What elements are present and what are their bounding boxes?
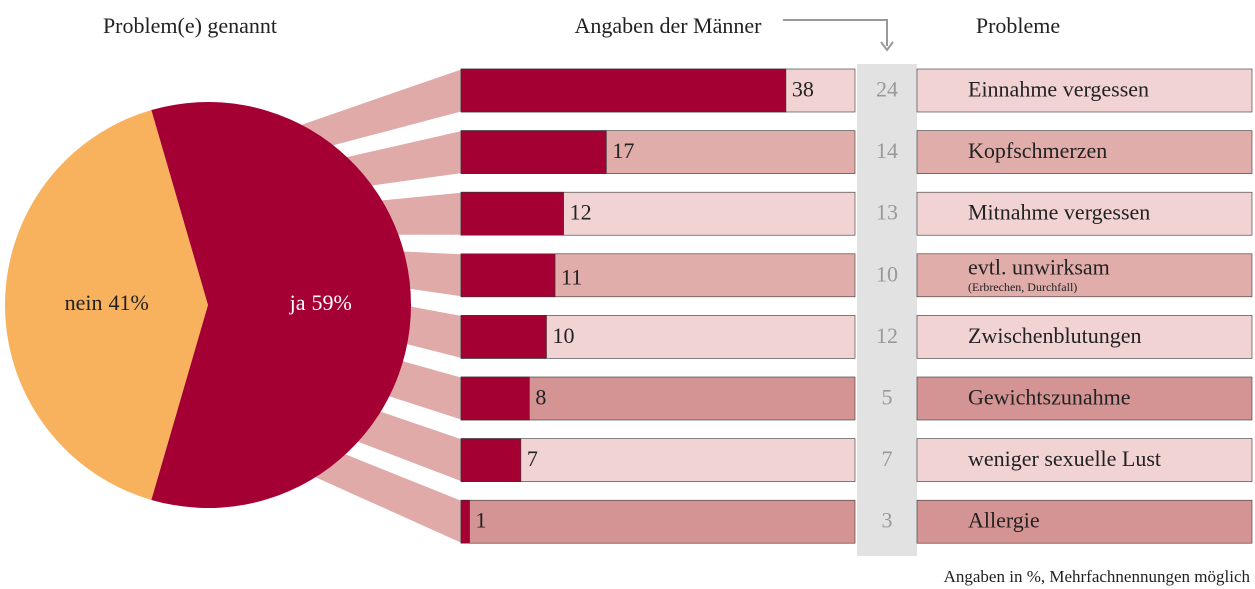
label-bg bbox=[916, 68, 1253, 113]
category-label: weniger sexuelle Lust bbox=[968, 446, 1161, 471]
pie-category: nein bbox=[65, 290, 103, 315]
label-bg bbox=[916, 130, 1253, 174]
men-value: 14 bbox=[876, 138, 898, 163]
category-label: Allergie bbox=[968, 508, 1040, 533]
pie-slice bbox=[151, 102, 411, 508]
value-label: 17 bbox=[612, 138, 634, 163]
label-bg bbox=[916, 191, 1253, 236]
men-value: 7 bbox=[882, 446, 893, 471]
label-bg bbox=[916, 315, 1253, 359]
bar bbox=[460, 499, 470, 544]
pie-category: ja bbox=[289, 290, 306, 315]
value-label: 38 bbox=[792, 77, 814, 102]
men-column bbox=[857, 64, 917, 556]
category-label: Kopfschmerzen bbox=[968, 138, 1107, 163]
label-bg bbox=[916, 438, 1253, 482]
category-label: Mitnahme vergessen bbox=[968, 200, 1150, 225]
arrow bbox=[783, 19, 888, 46]
men-value: 5 bbox=[882, 385, 893, 410]
bar bbox=[460, 253, 556, 298]
category-label: Einnahme vergessen bbox=[968, 77, 1149, 102]
bar bbox=[460, 376, 530, 421]
men-value: 10 bbox=[876, 261, 898, 286]
bar bbox=[460, 191, 564, 236]
category-note: (Erbrechen, Durchfall) bbox=[968, 280, 1077, 294]
pie: nein 41% ja 59% bbox=[5, 102, 411, 508]
value-label: 11 bbox=[561, 264, 582, 289]
men-value: 24 bbox=[876, 77, 898, 102]
value-label: 10 bbox=[553, 323, 575, 348]
value-label: 8 bbox=[535, 385, 546, 410]
men-value: 3 bbox=[882, 508, 893, 533]
men-value: 13 bbox=[876, 200, 898, 225]
series-title: Angaben der Männer bbox=[575, 13, 763, 38]
label-bg bbox=[916, 499, 1253, 544]
arrow-head bbox=[880, 41, 894, 52]
value-label: 12 bbox=[570, 200, 592, 225]
value-label: 7 bbox=[527, 446, 538, 471]
label-bg bbox=[916, 376, 1253, 421]
pie-value-label: 41% bbox=[109, 290, 149, 315]
category-title: Probleme bbox=[976, 13, 1060, 38]
connector bbox=[296, 68, 462, 148]
connectors bbox=[296, 68, 462, 544]
pie-slice bbox=[5, 110, 209, 500]
value-label: 1 bbox=[476, 508, 487, 533]
bar bbox=[460, 130, 607, 174]
row-bg bbox=[460, 438, 856, 482]
footnote: Angaben in %, Mehrfachnennungen möglich bbox=[944, 567, 1251, 586]
bar bbox=[460, 438, 522, 482]
category-label: Zwischenblutungen bbox=[968, 323, 1142, 348]
bar bbox=[460, 68, 787, 113]
label-bg bbox=[916, 253, 1253, 298]
bar bbox=[460, 315, 547, 359]
category-label: Gewichtszunahme bbox=[968, 385, 1131, 410]
pie-value-label: 59% bbox=[312, 290, 352, 315]
pie-title: Problem(e) genannt bbox=[103, 13, 277, 38]
men-value: 12 bbox=[876, 323, 898, 348]
category-label: evtl. unwirksam bbox=[968, 254, 1110, 279]
row-bg bbox=[460, 499, 856, 544]
